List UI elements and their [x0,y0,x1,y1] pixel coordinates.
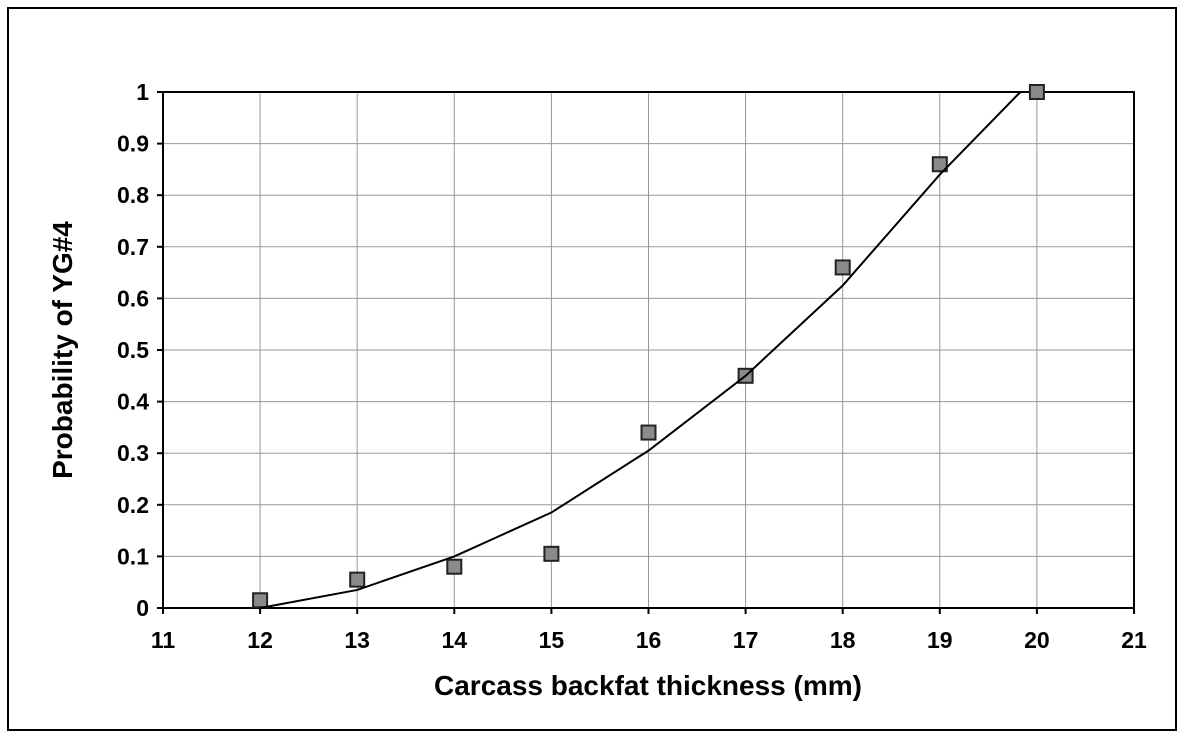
y-tick-label: 0.3 [117,440,149,466]
x-tick-label: 21 [1121,627,1147,653]
data-point [543,545,560,562]
data-point [252,592,269,609]
y-tick-label: 0.2 [117,492,149,518]
y-tick-label: 0.5 [117,337,149,363]
y-axis-label: Probability of YG#4 [47,221,78,479]
y-tick-label: 1 [136,79,149,105]
plot-border [162,91,1135,609]
x-axis-label: Carcass backfat thickness (mm) [434,670,862,701]
y-tick-label: 0.8 [117,182,149,208]
data-point [834,259,851,276]
y-tick-label: 0 [136,595,149,621]
x-tick-label: 17 [733,627,759,653]
data-point [1028,84,1045,100]
x-tick-label: 14 [442,627,468,653]
x-tick-label: 13 [344,627,370,653]
fit-line [259,91,1022,609]
y-tick-label: 0.7 [117,234,149,260]
y-tick-label: 0.1 [117,543,149,569]
y-tick-label: 0.4 [117,389,149,415]
y-tick-label: 0.9 [117,131,149,157]
x-tick-label: 18 [830,627,856,653]
x-tick-label: 11 [151,627,176,653]
x-tick-label: 19 [927,627,953,653]
x-tick-label: 20 [1024,627,1050,653]
y-tick-label: 0.6 [117,285,149,311]
x-tick-label: 16 [636,627,662,653]
data-point [446,558,463,575]
data-point [349,571,366,588]
x-tick-label: 12 [247,627,273,653]
x-tick-label: 15 [539,627,565,653]
data-point [931,156,948,173]
data-point [640,424,657,441]
